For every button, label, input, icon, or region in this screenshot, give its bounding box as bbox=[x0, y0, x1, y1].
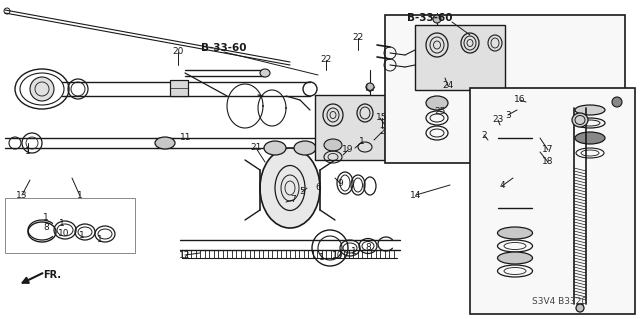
Ellipse shape bbox=[426, 96, 448, 110]
Text: 6: 6 bbox=[315, 183, 321, 192]
Text: 19: 19 bbox=[342, 145, 354, 154]
Text: 10: 10 bbox=[58, 228, 70, 238]
Text: FR.: FR. bbox=[43, 270, 61, 280]
Text: 1: 1 bbox=[97, 235, 103, 244]
Text: B-33-60: B-33-60 bbox=[201, 43, 247, 53]
Bar bbox=[315, 95, 385, 160]
Text: 4: 4 bbox=[499, 182, 505, 190]
Text: 15: 15 bbox=[376, 114, 388, 122]
Text: 22: 22 bbox=[321, 56, 332, 64]
Text: 7: 7 bbox=[290, 196, 296, 204]
Text: 17: 17 bbox=[542, 145, 554, 154]
Bar bbox=[415, 25, 505, 90]
Ellipse shape bbox=[264, 141, 286, 155]
Text: 9: 9 bbox=[337, 179, 343, 188]
Bar bbox=[5, 198, 135, 253]
Text: 5: 5 bbox=[299, 188, 305, 197]
Text: 13: 13 bbox=[16, 190, 28, 199]
Text: 21: 21 bbox=[250, 144, 262, 152]
Text: 1: 1 bbox=[43, 213, 49, 222]
Circle shape bbox=[30, 77, 54, 101]
Text: 12: 12 bbox=[179, 250, 191, 259]
Ellipse shape bbox=[155, 137, 175, 149]
Text: 2: 2 bbox=[379, 128, 385, 137]
Ellipse shape bbox=[324, 139, 342, 151]
Bar bbox=[170, 80, 188, 96]
Text: 10: 10 bbox=[332, 250, 344, 259]
Text: 1: 1 bbox=[77, 191, 83, 201]
Ellipse shape bbox=[366, 83, 374, 91]
Text: 3: 3 bbox=[505, 110, 511, 120]
Text: 11: 11 bbox=[180, 133, 192, 143]
Ellipse shape bbox=[497, 252, 532, 264]
Ellipse shape bbox=[294, 141, 316, 155]
Text: 25: 25 bbox=[435, 108, 445, 116]
Ellipse shape bbox=[260, 148, 320, 228]
Bar bbox=[385, 15, 625, 163]
Text: 2: 2 bbox=[481, 130, 487, 139]
Text: 8: 8 bbox=[365, 243, 371, 253]
Ellipse shape bbox=[575, 132, 605, 144]
Text: B-33-60: B-33-60 bbox=[407, 13, 452, 23]
Text: 18: 18 bbox=[542, 158, 554, 167]
Text: 1: 1 bbox=[319, 253, 325, 262]
Text: 16: 16 bbox=[515, 95, 525, 105]
Text: 8: 8 bbox=[43, 224, 49, 233]
Circle shape bbox=[612, 97, 622, 107]
Text: 22: 22 bbox=[353, 33, 364, 42]
Text: 24: 24 bbox=[442, 81, 454, 91]
Text: 23: 23 bbox=[492, 115, 504, 124]
Ellipse shape bbox=[576, 304, 584, 312]
Text: 1: 1 bbox=[79, 231, 85, 240]
Text: 14: 14 bbox=[410, 190, 422, 199]
Text: 1: 1 bbox=[359, 137, 365, 146]
Ellipse shape bbox=[575, 105, 605, 115]
Text: 1: 1 bbox=[351, 248, 357, 256]
Text: 20: 20 bbox=[172, 48, 184, 56]
Bar bbox=[470, 88, 635, 314]
Text: 1: 1 bbox=[59, 219, 65, 227]
Text: 1: 1 bbox=[25, 147, 31, 157]
Ellipse shape bbox=[433, 15, 441, 23]
Ellipse shape bbox=[260, 69, 270, 77]
Ellipse shape bbox=[497, 227, 532, 239]
Ellipse shape bbox=[572, 113, 588, 127]
Text: S3V4 B3320: S3V4 B3320 bbox=[532, 298, 588, 307]
